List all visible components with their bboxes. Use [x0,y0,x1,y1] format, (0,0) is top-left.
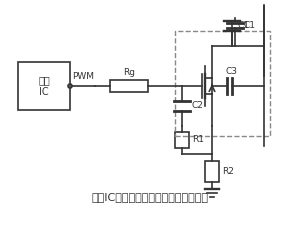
Text: R2: R2 [222,167,234,176]
Bar [110,80,148,92]
Text: 电源IC直接驱动是最简单的驱动方式，: 电源IC直接驱动是最简单的驱动方式， [92,192,208,202]
Text: Rg: Rg [123,68,135,77]
Text: C3: C3 [226,67,238,76]
Text: R1: R1 [192,135,204,144]
Text: PWM: PWM [73,72,94,81]
Text: 电源
IC: 电源 IC [38,75,50,97]
Bar [175,132,189,148]
Text: C1: C1 [238,20,250,29]
Bar [205,161,219,182]
Bar [18,62,70,110]
Bar [175,31,270,136]
Text: C2: C2 [192,101,204,110]
Text: C1: C1 [244,22,256,31]
